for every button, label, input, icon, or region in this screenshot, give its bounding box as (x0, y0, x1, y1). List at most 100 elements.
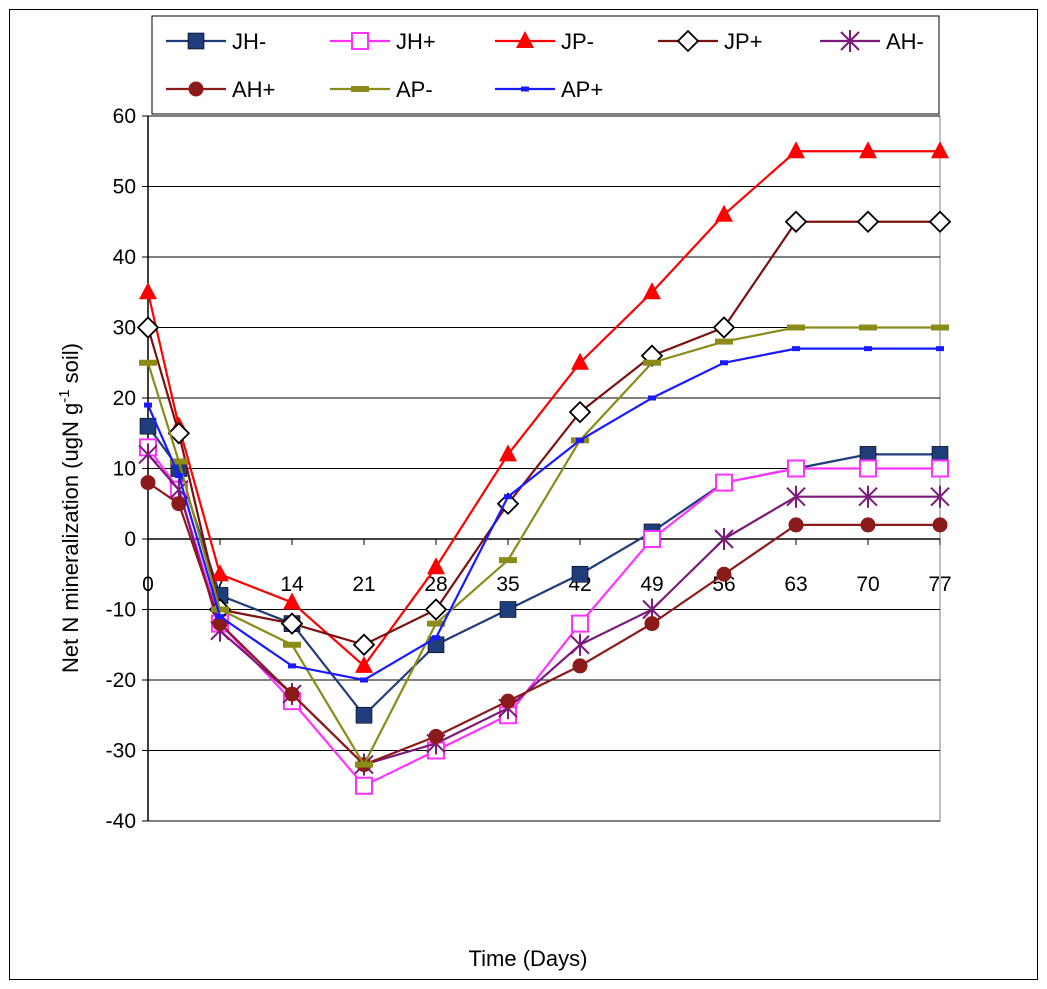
data-point (211, 606, 229, 613)
data-point (715, 473, 733, 492)
legend-label: JH+ (396, 29, 436, 54)
x-tick-label: 77 (928, 573, 951, 596)
x-tick-label: 0 (142, 573, 154, 596)
data-point (643, 359, 661, 366)
data-point (352, 633, 376, 657)
data-point (504, 494, 512, 500)
x-tick-label: 21 (352, 573, 375, 596)
data-point (860, 517, 876, 533)
data-point (571, 614, 589, 633)
y-axis-title: Net N mineralization (ugN g-1 soil) (56, 343, 83, 673)
data-point (211, 564, 229, 582)
data-point (932, 517, 948, 533)
y-tick-label: -10 (106, 599, 136, 622)
series-AP+ (144, 346, 944, 683)
data-point (283, 592, 301, 610)
legend-marker (351, 32, 369, 50)
legend-label: AP+ (561, 77, 603, 102)
x-tick-label: 49 (640, 573, 663, 596)
data-point (280, 612, 304, 635)
data-point (787, 459, 805, 478)
data-point (859, 141, 877, 159)
data-point (568, 400, 592, 424)
data-point (571, 352, 589, 370)
data-point (140, 475, 156, 491)
legend-marker (840, 30, 860, 52)
data-point (138, 443, 158, 466)
data-point (931, 141, 949, 159)
data-point (784, 210, 808, 234)
x-axis-title: Time (Days) (469, 946, 588, 971)
x-tick-label: 28 (424, 573, 447, 596)
data-point (139, 282, 157, 300)
data-point (643, 282, 661, 300)
data-point (428, 728, 444, 744)
y-tick-label: 10 (113, 458, 136, 481)
data-point (787, 141, 805, 159)
data-point (786, 485, 806, 508)
data-point (859, 324, 877, 331)
legend-item: JH- (166, 29, 266, 54)
data-point (931, 324, 949, 331)
data-point (572, 658, 588, 674)
legend-label: JP- (561, 29, 594, 54)
data-point (931, 459, 949, 478)
data-point (424, 598, 448, 621)
y-tick-label: 40 (113, 246, 136, 269)
data-point (139, 359, 157, 366)
y-tick-label: 30 (113, 317, 136, 340)
legend-marker (516, 31, 534, 48)
legend-item: AP+ (495, 77, 603, 102)
data-point (570, 633, 590, 656)
data-point (288, 663, 296, 669)
data-point (644, 616, 660, 632)
data-point (788, 517, 804, 533)
legend-label: JH- (232, 29, 266, 54)
legend-box (151, 15, 940, 115)
data-point (169, 458, 188, 465)
legend-item: AH- (820, 29, 924, 54)
data-point (787, 324, 805, 331)
data-point (928, 210, 952, 234)
y-tick-label: 0 (124, 528, 136, 551)
legend-item: JP- (495, 29, 594, 54)
data-point (174, 473, 183, 479)
data-point (499, 601, 517, 618)
data-point (432, 635, 440, 641)
legend-item: AP- (330, 77, 433, 102)
data-point (139, 417, 157, 435)
legend-marker (676, 29, 700, 53)
data-point (720, 360, 728, 366)
data-point (648, 395, 656, 401)
data-point (427, 620, 445, 627)
data-point (171, 496, 187, 512)
x-tick-label: 14 (280, 573, 304, 596)
legend: JH- JH+ JP- JP+ AH- AH+ AP- AP+ (151, 15, 940, 115)
data-point (858, 485, 878, 508)
data-point (283, 641, 301, 648)
data-point (144, 402, 152, 408)
data-point (714, 528, 734, 550)
legend-marker (188, 81, 204, 97)
legend-marker (521, 86, 529, 92)
data-point (355, 706, 373, 724)
data-point (576, 437, 584, 443)
x-tick-label: 35 (496, 573, 519, 596)
x-tick-label: 7 (214, 573, 226, 596)
data-point (715, 204, 733, 222)
legend-item: JH+ (330, 29, 436, 54)
data-point (715, 338, 733, 345)
data-point (856, 210, 880, 234)
data-point (167, 421, 191, 445)
y-tick-label: -20 (106, 669, 136, 692)
data-point (716, 566, 732, 582)
data-point (930, 485, 950, 508)
legend-marker (187, 32, 205, 50)
data-point (499, 444, 517, 462)
data-point (643, 530, 661, 548)
legend-marker (351, 86, 369, 92)
data-point (427, 557, 445, 575)
x-tick-label: 63 (784, 573, 807, 596)
data-point (499, 557, 517, 564)
